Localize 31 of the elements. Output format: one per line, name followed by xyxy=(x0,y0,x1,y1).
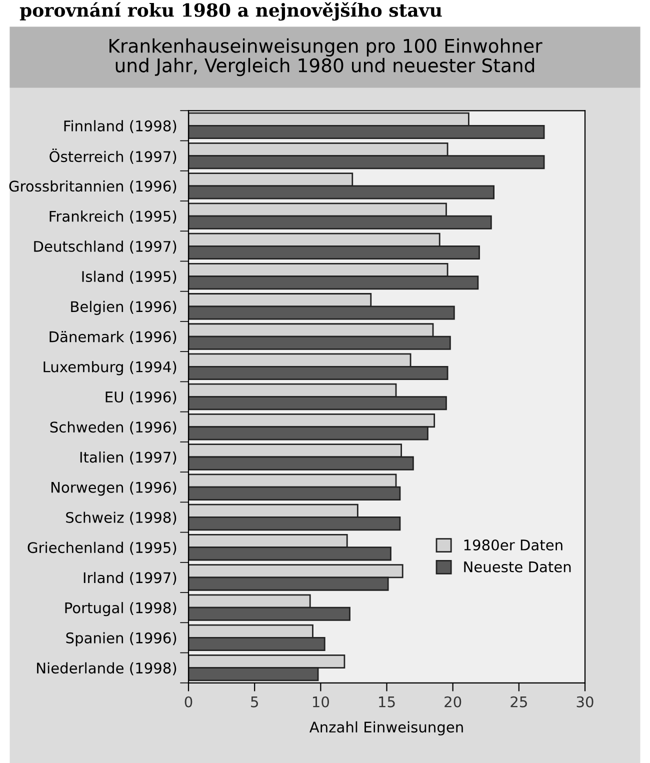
y-tick-label: Belgien (1996) xyxy=(71,300,176,315)
y-tick-label: Finnland (1998) xyxy=(64,120,176,134)
x-tick-label: 10 xyxy=(312,696,329,708)
text: porovnání roku 1980 a nejnovějšího stavu xyxy=(20,2,442,21)
y-tick-label: Österreich (1997) xyxy=(50,148,176,164)
y-tick-label: Spanien (1996) xyxy=(66,632,176,646)
x-tick-label: 0 xyxy=(184,696,192,708)
x-tick-label: 25 xyxy=(510,696,527,708)
y-tick-label: Frankreich (1995) xyxy=(50,210,176,224)
y-tick-label: Portugal (1998) xyxy=(65,602,176,616)
y-tick-label: Luxemburg (1994) xyxy=(44,361,176,376)
x-tick-label: 5 xyxy=(251,696,258,708)
y-tick-label: Griechenland (1995) xyxy=(28,542,176,555)
y-tick-label: Italien (1997) xyxy=(80,451,176,464)
y-tick-label: Island (1995) xyxy=(82,270,176,284)
y-tick-label: EU (1996) xyxy=(106,391,176,404)
y-tick-label: Schweden (1996) xyxy=(50,421,176,434)
chart-title: Krankenhauseinweisungen pro 100 Einwohner und Jahr, Vergleich 1980 und neuester Stand xyxy=(110,38,542,76)
x-tick-label: 30 xyxy=(576,696,594,708)
y-tick-label: Irland (1997) xyxy=(84,572,176,585)
x-tick-label: 15 xyxy=(379,696,395,708)
y-tick-label: Norwegen (1996) xyxy=(51,482,176,496)
legend-label: 1980er Daten xyxy=(464,539,562,551)
legend-label: Neueste Daten xyxy=(464,562,571,572)
y-tick-label: Dänemark (1996) xyxy=(50,330,176,344)
y-tick-label: Grossbritannien (1996) xyxy=(9,180,176,194)
y-tick-label: Niederlande (1998) xyxy=(37,662,176,676)
x-tick-label: 20 xyxy=(444,696,462,708)
x-axis-title: Anzahl Einweisungen xyxy=(309,721,463,736)
y-tick-label: Deutschland (1997) xyxy=(34,240,176,254)
y-tick-label: Schweiz (1998) xyxy=(66,512,176,525)
